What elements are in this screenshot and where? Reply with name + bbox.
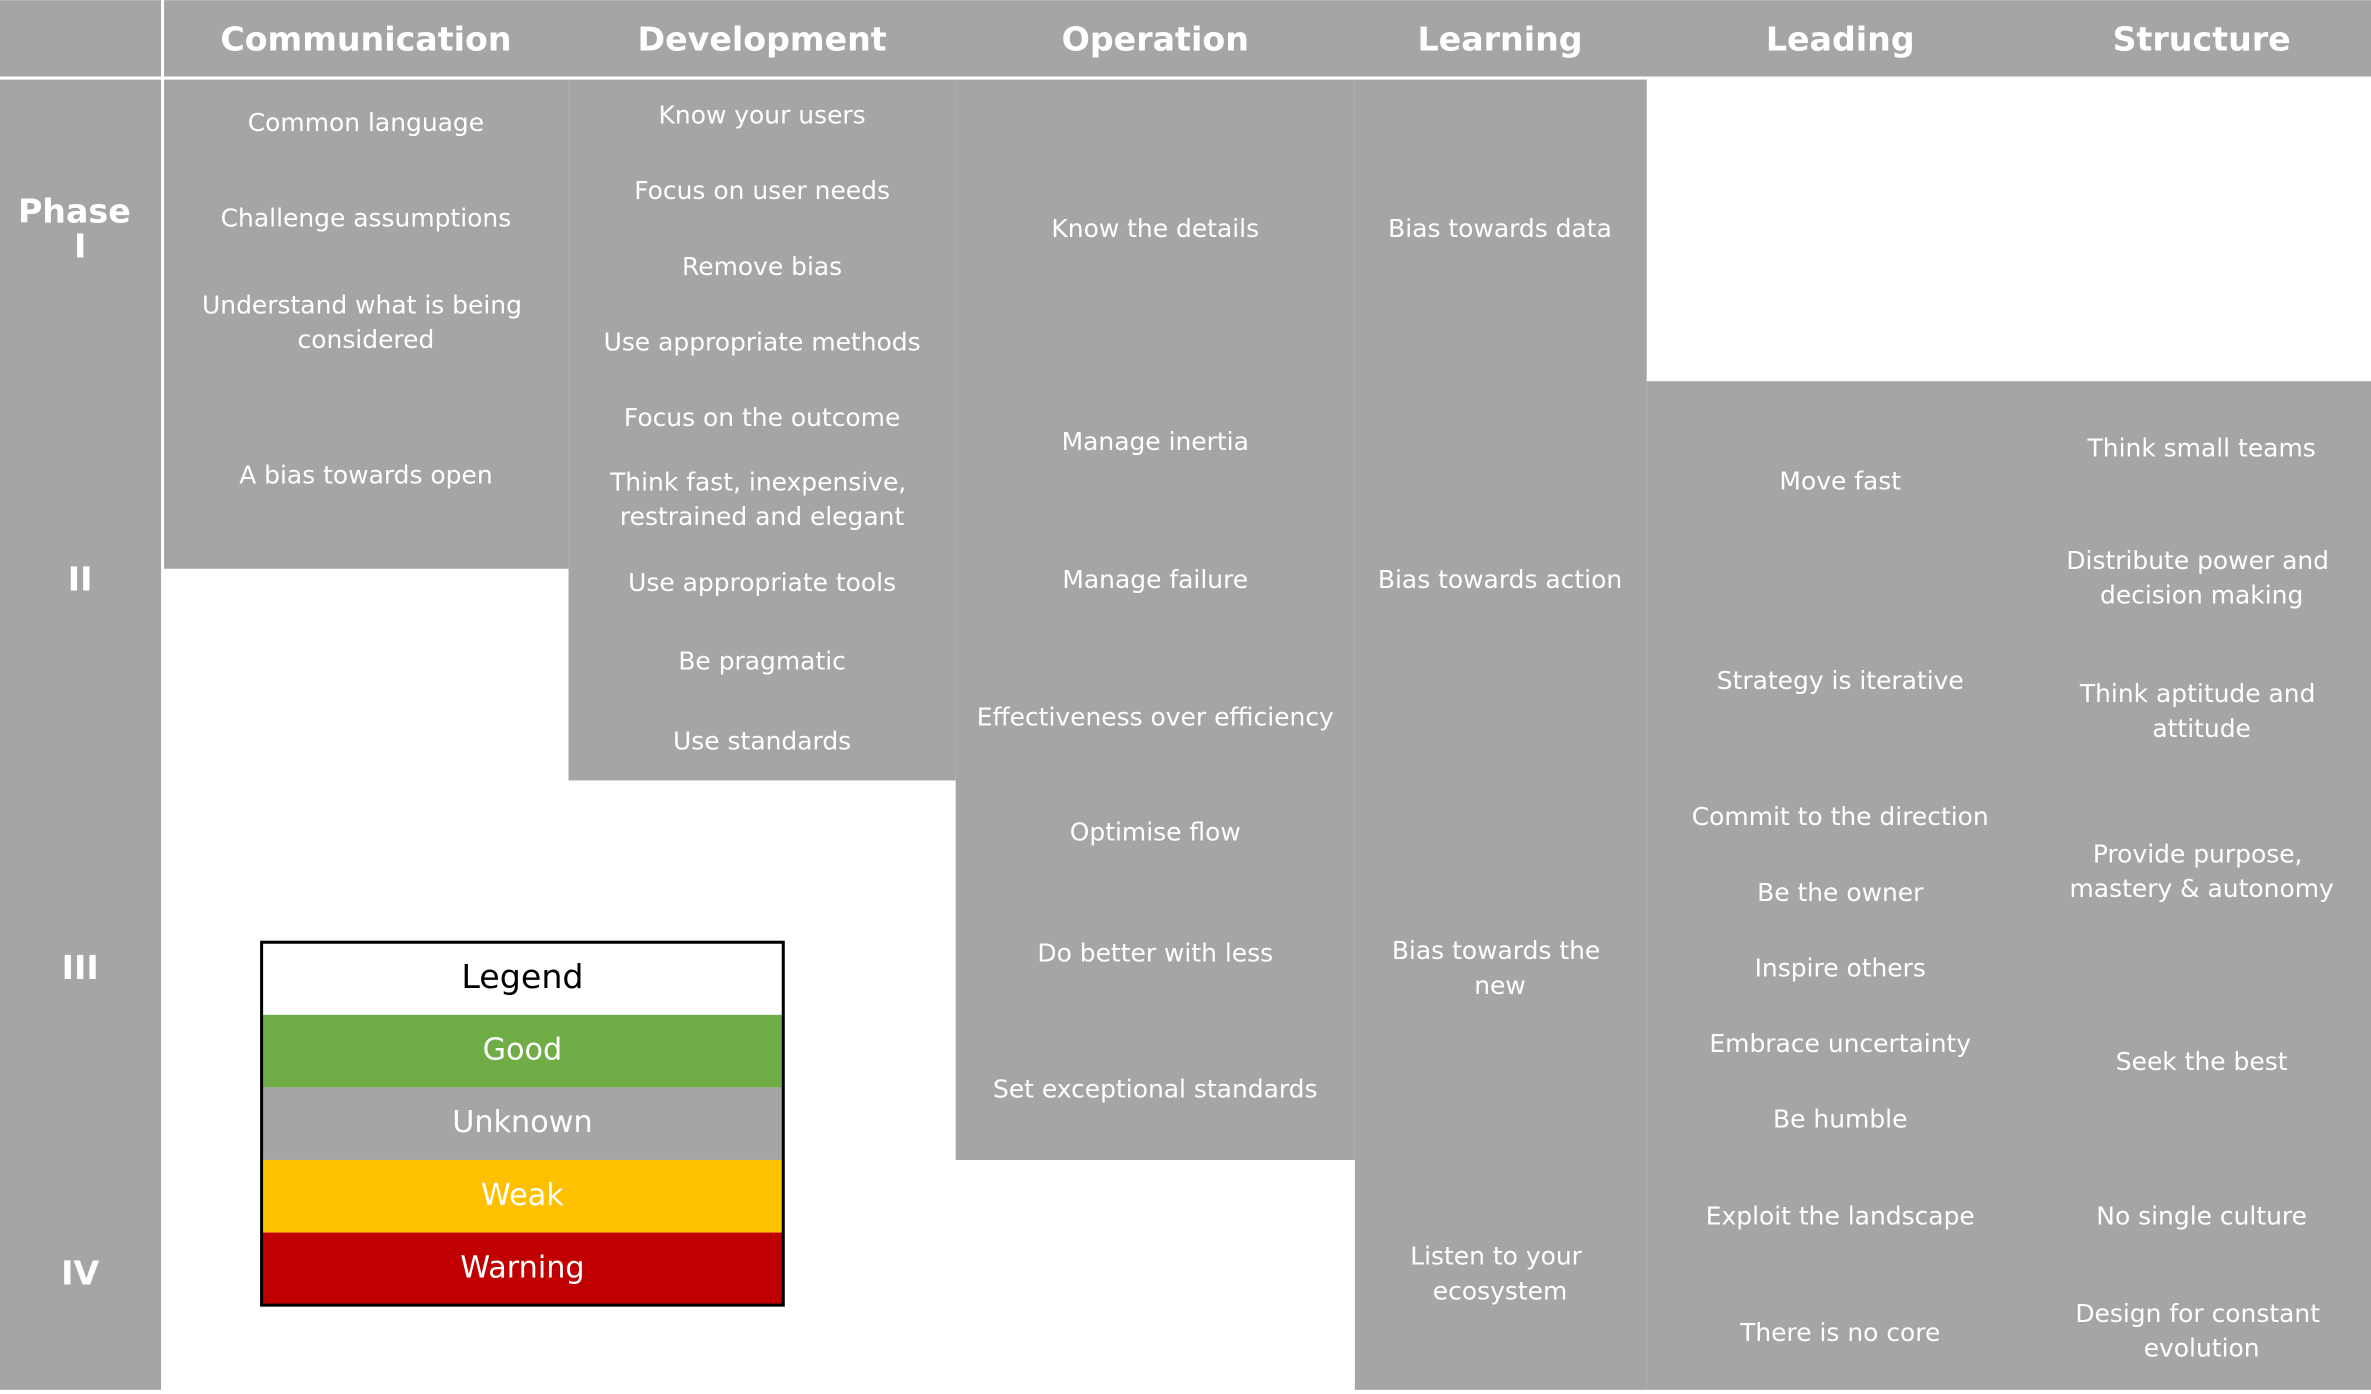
- legend-label: Weak: [481, 1178, 564, 1213]
- legend-label: Unknown: [452, 1105, 592, 1140]
- text-line: Bias towards the: [1392, 936, 1608, 965]
- practice-item: Challenge assumptions: [221, 203, 512, 232]
- practice-item: Manage inertia: [1062, 427, 1249, 456]
- practice-item: There is no core: [1739, 1318, 1940, 1347]
- text-line: Think aptitude and: [2079, 679, 2323, 708]
- cell-region: [955, 78, 1355, 1160]
- phase-label: IV: [61, 1253, 99, 1292]
- practice-item: No single culture: [2096, 1201, 2307, 1230]
- practice-item: Bias towards the new: [1392, 936, 1608, 1000]
- practice-item: Understand what is being considered: [202, 290, 530, 354]
- practice-item: Remove bias: [682, 252, 842, 281]
- legend-swatch: [261, 1087, 784, 1160]
- text-line: Provide purpose,: [2093, 839, 2311, 868]
- cell-region: [1354, 78, 1647, 1390]
- practice-item: Provide purpose, mastery & autonomy: [2070, 839, 2334, 903]
- practice-item: Know the details: [1051, 214, 1259, 243]
- practice-item: Think small teams: [2087, 433, 2316, 462]
- legend-swatch: [261, 1232, 784, 1306]
- text-line: ecosystem: [1433, 1276, 1567, 1305]
- practice-item: Think fast, inexpensive, restrained and …: [609, 467, 914, 531]
- practice-item: Inspire others: [1755, 953, 1926, 982]
- text-line: Understand what is being: [202, 290, 530, 319]
- column-header: Structure: [2113, 20, 2291, 59]
- text-line: mastery & autonomy: [2070, 874, 2334, 903]
- legend-title-bg: [261, 942, 784, 1015]
- practice-item: Think aptitude and attitude: [2079, 679, 2323, 743]
- legend-label: Warning: [460, 1250, 584, 1285]
- column-header: Learning: [1417, 20, 1582, 59]
- practice-item: Be the owner: [1757, 878, 1924, 907]
- practice-item: Do better with less: [1037, 938, 1273, 967]
- column-header: Development: [638, 20, 887, 59]
- practice-item: Bias towards data: [1388, 214, 1612, 243]
- practice-item: A bias towards open: [239, 460, 492, 489]
- column-header: Operation: [1062, 20, 1249, 59]
- column-header: Leading: [1766, 20, 1915, 59]
- legend-swatch: [261, 1014, 784, 1088]
- text-line: considered: [298, 325, 435, 354]
- cell-region: [163, 78, 569, 569]
- practice-item: Commit to the direction: [1692, 802, 1989, 831]
- text-line: Phase: [18, 191, 142, 230]
- practice-item: Design for constant evolution: [2075, 1299, 2328, 1363]
- text-line: new: [1474, 971, 1526, 1000]
- practice-item: Exploit the landscape: [1706, 1201, 1975, 1230]
- practice-item: Effectiveness over efficiency: [977, 702, 1334, 731]
- phase-label: II: [68, 559, 93, 598]
- cell-region: [1646, 381, 2371, 1390]
- column-header: Communication: [220, 20, 511, 59]
- practice-item: Use standards: [673, 727, 851, 756]
- practice-item: Optimise flow: [1070, 817, 1241, 846]
- legend-swatch: [261, 1159, 784, 1233]
- legend-border: [260, 940, 785, 1307]
- text-line: Design for constant: [2075, 1299, 2328, 1328]
- text-line: decision making: [2100, 581, 2303, 610]
- practice-item: Use appropriate methods: [604, 327, 921, 356]
- text-line: Distribute power and: [2066, 546, 2337, 575]
- legend-label: Good: [483, 1033, 563, 1068]
- text-line: I: [74, 226, 86, 265]
- practice-item: Embrace uncertainty: [1709, 1029, 1971, 1058]
- phase-label: Phase I: [18, 191, 142, 265]
- practice-item: Focus on user needs: [634, 176, 890, 205]
- practice-item: Move fast: [1779, 467, 1901, 496]
- text-line: evolution: [2144, 1334, 2260, 1363]
- header-band: [0, 0, 2371, 78]
- practice-item: Be pragmatic: [678, 646, 846, 675]
- practice-item: Bias towards action: [1378, 565, 1622, 594]
- practice-item: Common language: [248, 108, 484, 137]
- text-line: Think fast, inexpensive,: [609, 467, 914, 496]
- text-line: Listen to your: [1410, 1242, 1590, 1271]
- practice-item: Set exceptional standards: [993, 1074, 1318, 1103]
- phase-band: [0, 78, 162, 1390]
- practice-item: Be humble: [1773, 1105, 1907, 1134]
- text-line: restrained and elegant: [620, 502, 905, 531]
- legend-title: Legend: [461, 957, 583, 996]
- text-line: attitude: [2152, 714, 2251, 743]
- practice-item: Strategy is iterative: [1717, 666, 1964, 695]
- practice-item: Focus on the outcome: [624, 403, 900, 432]
- practice-item: Use appropriate tools: [628, 568, 896, 597]
- practice-item: Manage failure: [1062, 565, 1248, 594]
- cell-region: [568, 78, 956, 781]
- phase-label: III: [62, 948, 99, 987]
- practice-item: Listen to your ecosystem: [1410, 1242, 1590, 1306]
- legend: Legend Good Unknown Weak Warning: [260, 940, 785, 1307]
- practice-item: Seek the best: [2116, 1047, 2288, 1076]
- practice-item: Know your users: [659, 101, 866, 130]
- practice-item: Distribute power and decision making: [2066, 546, 2337, 610]
